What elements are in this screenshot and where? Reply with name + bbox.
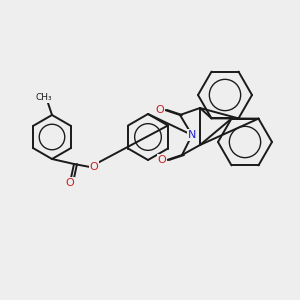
Text: N: N	[188, 130, 196, 140]
Text: O: O	[66, 178, 74, 188]
Text: O: O	[158, 155, 166, 165]
Text: CH₃: CH₃	[36, 94, 52, 103]
Text: O: O	[156, 105, 164, 115]
Text: O: O	[90, 162, 98, 172]
